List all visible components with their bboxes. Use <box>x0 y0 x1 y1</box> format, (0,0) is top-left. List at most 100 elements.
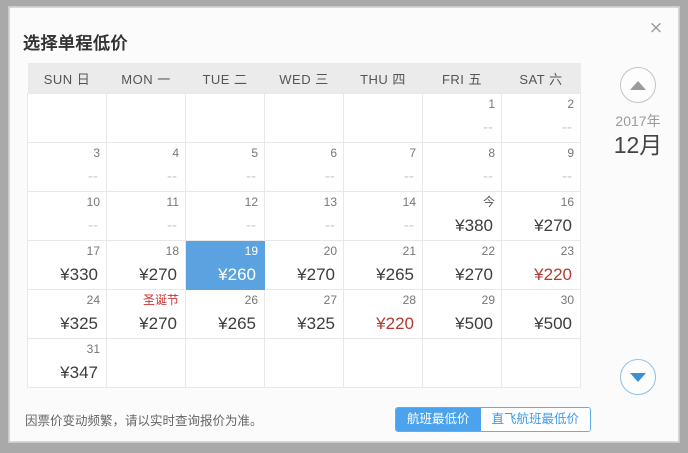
calendar-day-cell[interactable]: 29 ¥500 <box>422 289 502 339</box>
day-price: ¥330 <box>60 265 98 284</box>
calendar-day-cell[interactable]: 30 ¥500 <box>501 289 581 339</box>
calendar-day-cell[interactable]: 14 -- <box>343 191 423 241</box>
calendar-day-cell[interactable]: 26 ¥265 <box>185 289 265 339</box>
close-icon[interactable]: × <box>648 18 664 38</box>
year-label: 2017年 <box>615 113 661 129</box>
calendar-day-cell[interactable]: 9 -- <box>501 142 581 192</box>
toggle-lowest-fare[interactable]: 航班最低价 <box>396 408 481 431</box>
day-price: -- <box>167 217 177 234</box>
calendar-day-cell[interactable]: 12 -- <box>185 191 265 241</box>
calendar-week-row: 17 ¥330 18 ¥270 19 ¥260 20 ¥270 21 ¥265 22 ¥270 23 ¥2… <box>27 240 581 290</box>
calendar-day-cell[interactable]: 7 -- <box>343 142 423 192</box>
day-number: 21 <box>402 244 416 258</box>
calendar-cell-empty <box>27 93 107 143</box>
next-month-navigator <box>599 359 677 395</box>
month-navigator: 2017年 12月 <box>599 67 677 159</box>
calendar-week-row: 3 -- 4 -- 5 -- 6 -- 7 -- 8 -- 9 -- <box>27 142 581 192</box>
day-price: -- <box>562 119 572 136</box>
calendar-day-cell[interactable]: 11 -- <box>106 191 186 241</box>
day-number: 9 <box>567 146 574 160</box>
chevron-up-icon[interactable] <box>620 67 656 103</box>
calendar-day-cell[interactable]: 16 ¥270 <box>501 191 581 241</box>
day-number: 20 <box>323 244 337 258</box>
calendar-day-cell[interactable]: 18 ¥270 <box>106 240 186 290</box>
day-number: 27 <box>323 293 337 307</box>
calendar-day-cell[interactable]: 19 ¥260 <box>185 240 265 290</box>
calendar-cell-empty <box>264 338 344 388</box>
day-number: 13 <box>323 195 337 209</box>
day-price: ¥325 <box>297 314 335 333</box>
calendar-day-cell[interactable]: 10 -- <box>27 191 107 241</box>
holiday-label: 圣诞节 <box>142 293 179 307</box>
day-price: -- <box>88 217 98 234</box>
day-number: 10 <box>86 195 100 209</box>
day-number: 19 <box>244 244 258 258</box>
weekday-header-tue: TUE 二 <box>185 63 265 94</box>
day-price: ¥270 <box>139 265 177 284</box>
day-number: 22 <box>481 244 495 258</box>
calendar-cell-empty <box>185 93 265 143</box>
calendar-day-cell[interactable]: 31 ¥347 <box>27 338 107 388</box>
calendar-week-row: 1 -- 2 -- <box>27 93 581 143</box>
calendar-day-cell[interactable]: 22 ¥270 <box>422 240 502 290</box>
day-price: ¥270 <box>455 265 493 284</box>
day-number: 31 <box>86 342 100 356</box>
day-price: -- <box>325 217 335 234</box>
calendar-day-cell[interactable]: 8 -- <box>422 142 502 192</box>
day-price: ¥347 <box>60 363 98 382</box>
chevron-up-glyph <box>630 80 646 90</box>
day-number: 26 <box>244 293 258 307</box>
day-number: 12 <box>244 195 258 209</box>
day-number: 4 <box>172 146 179 160</box>
day-number: 23 <box>560 244 574 258</box>
price-disclaimer-note: 因票价变动频繁，请以实时查询报价为准。 <box>25 414 263 428</box>
day-price: ¥270 <box>297 265 335 284</box>
day-number: 2 <box>567 97 574 111</box>
day-number: 8 <box>488 146 495 160</box>
calendar-day-cell[interactable]: 4 -- <box>106 142 186 192</box>
calendar-day-cell[interactable]: 圣诞节 ¥270 <box>106 289 186 339</box>
calendar-week-row: 10 -- 11 -- 12 -- 13 -- 14 -- 今 ¥380 16 ¥270 <box>27 191 581 241</box>
day-price: -- <box>246 217 256 234</box>
day-number: 7 <box>409 146 416 160</box>
calendar-day-cell[interactable]: 23 ¥220 <box>501 240 581 290</box>
calendar-week-row: 24 ¥325 圣诞节 ¥270 26 ¥265 27 ¥325 28 ¥220 29 ¥500 30 ¥… <box>27 289 581 339</box>
calendar-day-cell[interactable]: 1 -- <box>422 93 502 143</box>
day-price: -- <box>167 168 177 185</box>
day-number: 18 <box>165 244 179 258</box>
day-price: ¥220 <box>376 314 414 333</box>
calendar-day-cell[interactable]: 6 -- <box>264 142 344 192</box>
month-label: 12月 <box>613 132 663 158</box>
day-price: ¥270 <box>139 314 177 333</box>
calendar-day-cell[interactable]: 17 ¥330 <box>27 240 107 290</box>
day-number: 28 <box>402 293 416 307</box>
day-price: ¥265 <box>218 314 256 333</box>
calendar-week-row: 31 ¥347 <box>27 338 581 388</box>
day-price: -- <box>483 119 493 136</box>
calendar-day-cell[interactable]: 21 ¥265 <box>343 240 423 290</box>
calendar-cell-empty <box>422 338 502 388</box>
calendar-day-cell[interactable]: 今 ¥380 <box>422 191 502 241</box>
day-price: ¥325 <box>60 314 98 333</box>
chevron-down-glyph <box>630 372 646 382</box>
calendar-day-cell[interactable]: 2 -- <box>501 93 581 143</box>
calendar-day-cell[interactable]: 13 -- <box>264 191 344 241</box>
day-price: -- <box>325 168 335 185</box>
day-price: ¥500 <box>455 314 493 333</box>
day-price: -- <box>483 168 493 185</box>
calendar-day-cell[interactable]: 3 -- <box>27 142 107 192</box>
calendar-day-cell[interactable]: 5 -- <box>185 142 265 192</box>
toggle-direct-lowest-fare[interactable]: 直飞航班最低价 <box>480 408 591 431</box>
calendar-day-cell[interactable]: 27 ¥325 <box>264 289 344 339</box>
calendar-day-cell[interactable]: 28 ¥220 <box>343 289 423 339</box>
calendar-cell-empty <box>264 93 344 143</box>
page-title: 选择单程低价 <box>23 34 128 53</box>
weekday-header-sun: SUN 日 <box>27 63 107 94</box>
calendar-cell-empty <box>185 338 265 388</box>
calendar-cell-empty <box>501 338 581 388</box>
calendar-day-cell[interactable]: 20 ¥270 <box>264 240 344 290</box>
day-number: 30 <box>560 293 574 307</box>
calendar-day-cell[interactable]: 24 ¥325 <box>27 289 107 339</box>
chevron-down-icon[interactable] <box>620 359 656 395</box>
calendar-table: SUN 日 MON 一 TUE 二 WED 三 THU 四 FRI 五 SAT … <box>27 63 581 388</box>
